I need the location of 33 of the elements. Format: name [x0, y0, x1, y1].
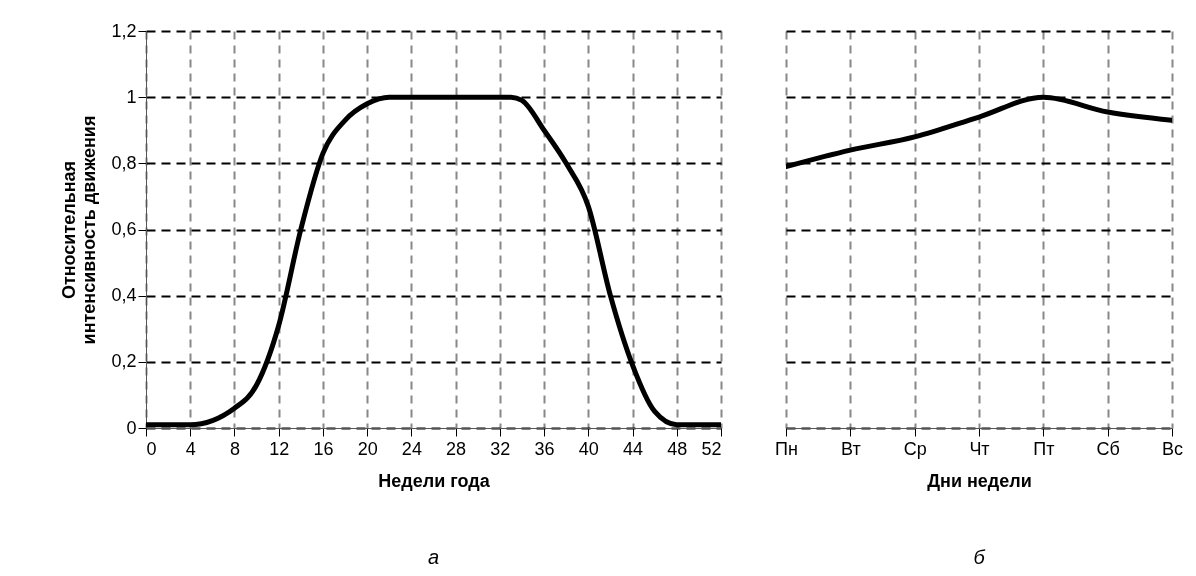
x-tick-label: Вт: [841, 438, 861, 459]
x-tick-label: 48: [667, 438, 688, 459]
x-tick-label: Пн: [775, 438, 798, 459]
x-tick-label: 24: [401, 438, 422, 459]
y-tick-label: 0,4: [111, 285, 137, 306]
y-tick-label: 0,6: [111, 219, 137, 239]
x-tick-label: 52: [701, 438, 722, 459]
x-tick-label: 20: [357, 438, 378, 459]
x-tick-label: Вс: [1161, 438, 1184, 459]
x-tick-label: Пт: [1033, 438, 1055, 459]
y-tick-label: 1,2: [111, 20, 137, 41]
x-tick-label: 4: [185, 438, 196, 459]
x-tick-label: Чт: [969, 438, 990, 459]
x-tick-label: 32: [490, 438, 511, 459]
x-tick-label: 12: [269, 438, 290, 459]
x-tick-label: 28: [446, 438, 467, 459]
x-axis-title: Дни недели: [927, 470, 1032, 491]
x-tick-label: 16: [313, 438, 334, 459]
x-tick-label: Сб: [1096, 438, 1120, 459]
text: а: [427, 546, 440, 568]
x-tick-label: Ср: [903, 438, 927, 459]
y-axis-title: Относительная интенсивность движения: [59, 115, 100, 345]
y-tick-label: 0,2: [111, 351, 137, 372]
x-tick-label: 8: [229, 438, 240, 459]
y-tick-label: 0: [126, 417, 137, 438]
y-tick-label: 0,8: [111, 152, 137, 173]
x-tick-label: 0: [146, 438, 157, 459]
x-axis-title: Недели года: [378, 470, 491, 491]
y-tick-label: 1: [126, 86, 137, 107]
text: б: [973, 546, 986, 568]
x-tick-label: 36: [534, 438, 555, 459]
x-tick-label: 44: [623, 438, 644, 459]
x-tick-label: 40: [578, 438, 599, 459]
